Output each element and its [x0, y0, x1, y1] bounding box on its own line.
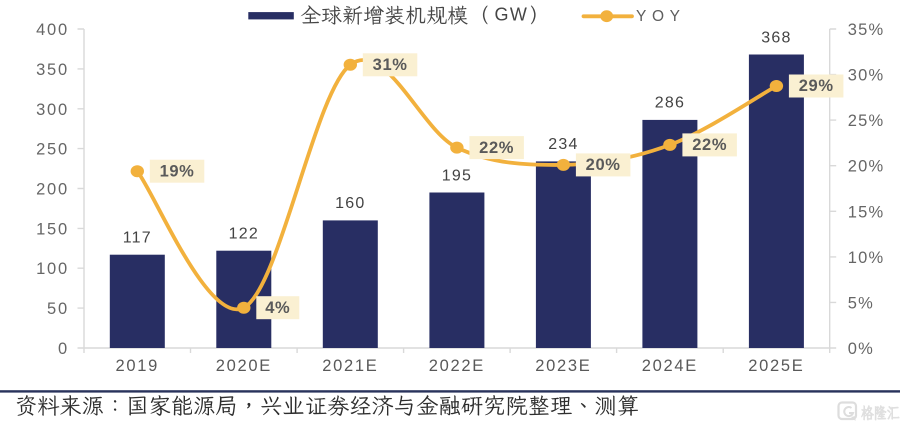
svg-text:4%: 4% [265, 299, 290, 317]
svg-text:22%: 22% [479, 139, 514, 157]
svg-text:2020E: 2020E [216, 357, 272, 375]
svg-text:150: 150 [36, 220, 69, 238]
svg-text:100: 100 [36, 260, 69, 278]
svg-text:2019: 2019 [116, 357, 160, 375]
svg-text:300: 300 [36, 101, 69, 119]
svg-text:YOY: YOY [636, 8, 686, 25]
svg-text:30%: 30% [848, 67, 885, 85]
svg-text:250: 250 [36, 141, 69, 159]
svg-text:200: 200 [36, 181, 69, 199]
svg-text:29%: 29% [799, 77, 834, 95]
svg-text:50: 50 [47, 300, 69, 318]
svg-text:0: 0 [58, 340, 69, 358]
svg-text:0%: 0% [848, 340, 874, 358]
svg-text:35%: 35% [848, 21, 885, 39]
svg-text:2025E: 2025E [748, 357, 804, 375]
svg-text:368: 368 [761, 29, 791, 46]
svg-text:2023E: 2023E [535, 357, 591, 375]
svg-text:GW: GW [495, 5, 529, 25]
svg-text:400: 400 [36, 21, 69, 39]
svg-text:31%: 31% [373, 56, 408, 74]
svg-text:19%: 19% [160, 162, 195, 180]
svg-text:20%: 20% [848, 158, 885, 176]
svg-text:286: 286 [655, 95, 685, 112]
svg-text:22%: 22% [692, 136, 727, 154]
svg-text:5%: 5% [848, 294, 874, 312]
svg-text:15%: 15% [848, 203, 885, 221]
svg-text:2022E: 2022E [429, 357, 485, 375]
svg-text:2024E: 2024E [642, 357, 698, 375]
svg-text:10%: 10% [848, 249, 885, 267]
svg-text:25%: 25% [848, 112, 885, 130]
svg-text:234: 234 [548, 136, 578, 153]
svg-text:20%: 20% [586, 156, 621, 174]
svg-text:122: 122 [229, 226, 259, 243]
svg-text:160: 160 [335, 195, 365, 212]
svg-text:350: 350 [36, 61, 69, 79]
svg-text:195: 195 [442, 167, 472, 184]
svg-text:117: 117 [123, 230, 152, 247]
svg-text:2021E: 2021E [322, 357, 378, 375]
